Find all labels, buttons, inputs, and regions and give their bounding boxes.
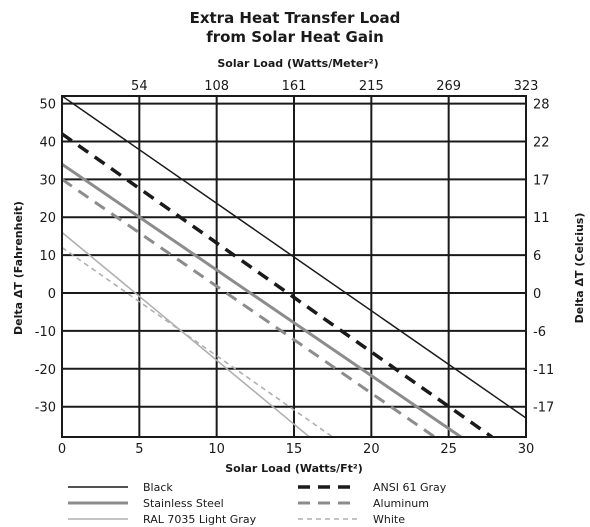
series-line	[62, 246, 334, 437]
grid	[62, 96, 526, 437]
y-tick-label: 50	[39, 98, 56, 113]
legend-label: Black	[143, 481, 173, 494]
right-tick-label: 0	[533, 287, 541, 302]
right-tick-label: -17	[533, 401, 554, 416]
x-tick-label: 30	[518, 442, 535, 457]
x-tick-label: 20	[363, 442, 380, 457]
top-tick-label: 108	[204, 79, 229, 94]
legend-label: RAL 7035 Light Gray	[143, 513, 257, 526]
top-tick-label: 215	[359, 79, 384, 94]
legend-label: Stainless Steel	[143, 497, 224, 510]
top-tick-label: 269	[436, 79, 461, 94]
y-tick-label: 20	[39, 211, 56, 226]
y-tick-label: 0	[48, 287, 56, 302]
top-tick-label: 54	[131, 79, 148, 94]
series-line	[62, 96, 526, 419]
right-axis-label: Delta ΔT (Celcius)	[573, 213, 586, 324]
top-axis-label: Solar Load (Watts/Meter²)	[217, 57, 378, 70]
right-tick-label: -6	[533, 325, 546, 340]
series-line	[62, 162, 462, 437]
top-tick-label: 161	[282, 79, 307, 94]
legend-label: Aluminum	[373, 497, 429, 510]
series-line	[62, 178, 436, 437]
right-tick-label: 6	[533, 249, 541, 264]
right-tick-label: 28	[533, 98, 550, 113]
x-tick-label: 25	[440, 442, 457, 457]
top-tick-label: 323	[514, 79, 539, 94]
legend-label: ANSI 61 Gray	[373, 481, 447, 494]
right-tick-label: 17	[533, 173, 550, 188]
y-tick-label: 40	[39, 135, 56, 150]
right-tick-label: -11	[533, 363, 554, 378]
chart-title-line-2: from Solar Heat Gain	[206, 28, 384, 46]
x-axis-label: Solar Load (Watts/Ft²)	[225, 462, 363, 475]
tick-labels: 0 5 10 15 20 25 30 50 40 30 20 10 0 -10 -20 -30 54 108 161…	[35, 79, 554, 457]
series-lines	[62, 96, 526, 437]
y-tick-label: 10	[39, 249, 56, 264]
series-line	[62, 231, 310, 437]
x-tick-label: 5	[135, 442, 143, 457]
y-tick-label: 30	[39, 173, 56, 188]
right-tick-label: 22	[533, 135, 550, 150]
legend: Black ANSI 61 Gray Stainless Steel Aluminum…	[68, 481, 447, 526]
x-tick-label: 0	[58, 442, 66, 457]
chart-title-line-1: Extra Heat Transfer Load	[189, 9, 401, 27]
x-tick-label: 15	[286, 442, 303, 457]
right-tick-label: 11	[533, 211, 550, 226]
y-tick-label: -10	[35, 325, 56, 340]
series-line	[62, 132, 493, 437]
y-tick-label: -20	[35, 363, 56, 378]
x-tick-label: 10	[208, 442, 225, 457]
y-tick-label: -30	[35, 401, 56, 416]
plot-frame	[61, 95, 527, 438]
legend-label: White	[373, 513, 405, 526]
y-axis-label: Delta ΔT (Fahrenheit)	[12, 201, 25, 335]
